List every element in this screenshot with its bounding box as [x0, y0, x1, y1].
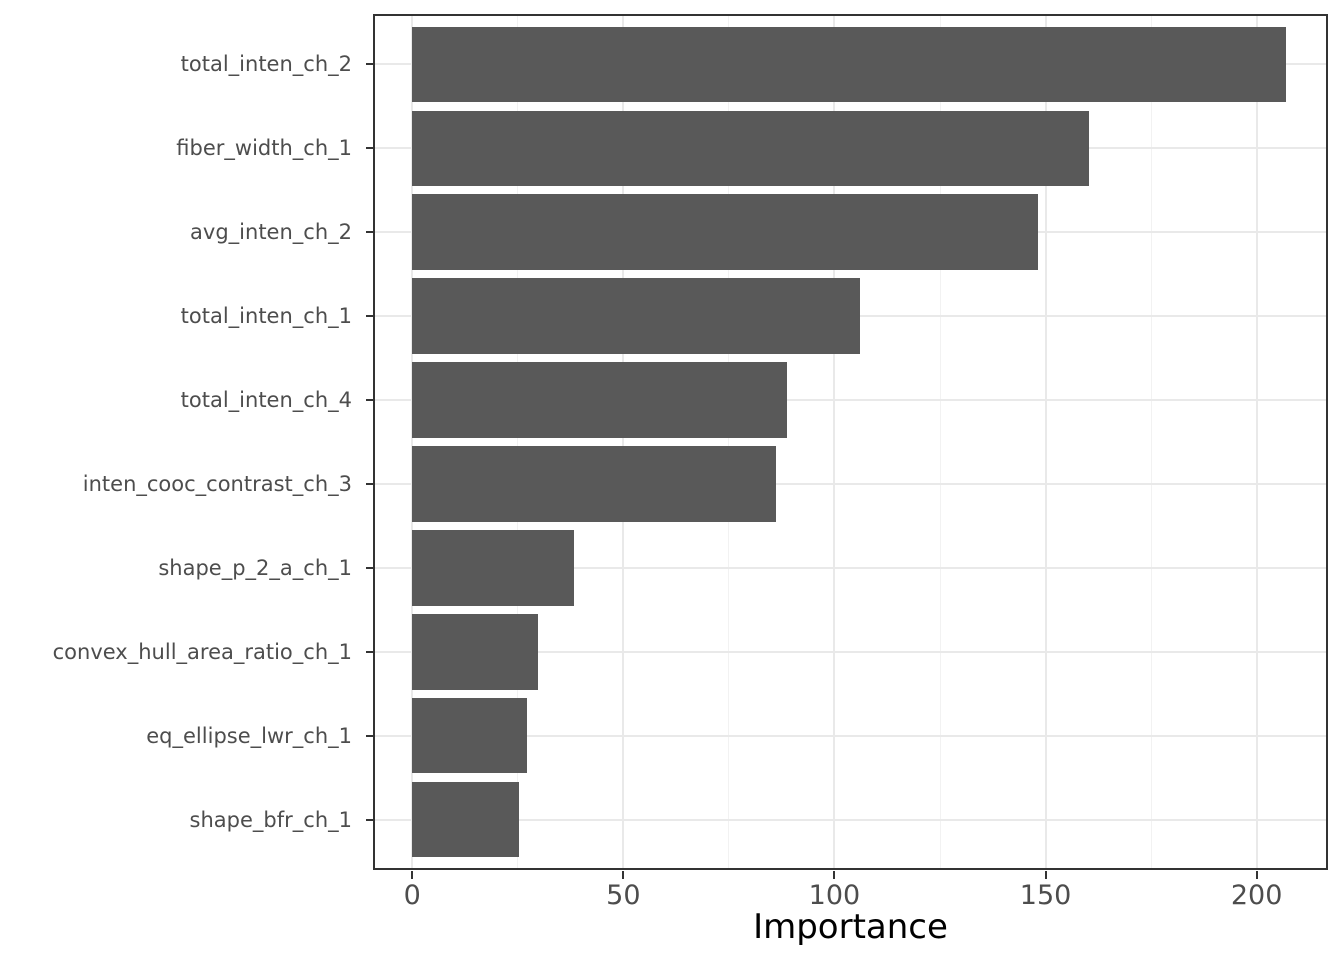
y-tick-mark	[366, 231, 373, 234]
x-tick-mark	[622, 871, 625, 879]
gridline-vertical-minor	[939, 14, 941, 870]
gridline-horizontal-major	[373, 566, 1328, 569]
bar	[412, 697, 527, 774]
x-tick-label: 150	[1019, 880, 1072, 911]
y-tick-mark	[366, 650, 373, 653]
gridline-horizontal-major	[373, 482, 1328, 485]
y-tick-mark	[366, 147, 373, 150]
y-tick-mark	[366, 734, 373, 737]
gridline-horizontal-major	[373, 650, 1328, 653]
y-tick-label: total_inten_ch_4	[180, 388, 352, 413]
plot-panel	[373, 14, 1328, 870]
gridline-vertical-minor	[517, 14, 519, 870]
y-tick-mark	[366, 399, 373, 402]
gridline-vertical-major	[1255, 14, 1258, 870]
bar	[412, 446, 776, 522]
y-tick-mark	[366, 818, 373, 821]
bar	[412, 194, 1038, 270]
gridline-horizontal-major	[373, 399, 1328, 402]
x-tick-label: 200	[1230, 880, 1283, 911]
x-tick-mark	[833, 871, 836, 879]
y-tick-label: eq_ellipse_lwr_ch_1	[146, 723, 352, 748]
x-tick-label: 0	[403, 880, 421, 911]
bar	[412, 614, 539, 690]
bar	[412, 781, 520, 858]
x-tick-label: 50	[606, 880, 641, 911]
bar	[412, 530, 574, 606]
y-tick-mark	[366, 315, 373, 318]
gridline-horizontal-major	[373, 818, 1328, 821]
bar	[412, 278, 860, 354]
x-axis-title: Importance	[753, 907, 948, 947]
bar	[412, 26, 1287, 103]
y-tick-label: convex_hull_area_ratio_ch_1	[52, 639, 352, 664]
bar	[412, 110, 1089, 187]
gridline-vertical-major	[622, 14, 625, 870]
gridline-vertical-major	[833, 14, 836, 870]
gridline-vertical-major	[411, 14, 414, 870]
x-tick-mark	[1044, 871, 1047, 879]
y-tick-label: shape_bfr_ch_1	[189, 807, 352, 832]
y-tick-label: total_inten_ch_1	[180, 304, 352, 329]
gridline-vertical-major	[1044, 14, 1047, 870]
gridline-vertical-minor	[728, 14, 730, 870]
y-tick-mark	[366, 566, 373, 569]
y-tick-label: total_inten_ch_2	[180, 52, 352, 77]
y-tick-label: shape_p_2_a_ch_1	[158, 555, 352, 580]
x-tick-mark	[1255, 871, 1258, 879]
gridline-vertical-minor	[1150, 14, 1152, 870]
y-tick-mark	[366, 482, 373, 485]
x-tick-mark	[411, 871, 414, 879]
bar	[412, 362, 787, 438]
y-tick-label: inten_cooc_contrast_ch_3	[82, 471, 352, 496]
y-tick-label: avg_inten_ch_2	[190, 220, 352, 245]
y-tick-label: fiber_width_ch_1	[176, 136, 352, 161]
x-tick-label: 100	[808, 880, 861, 911]
gridline-horizontal-major	[373, 734, 1328, 737]
y-tick-mark	[366, 63, 373, 66]
